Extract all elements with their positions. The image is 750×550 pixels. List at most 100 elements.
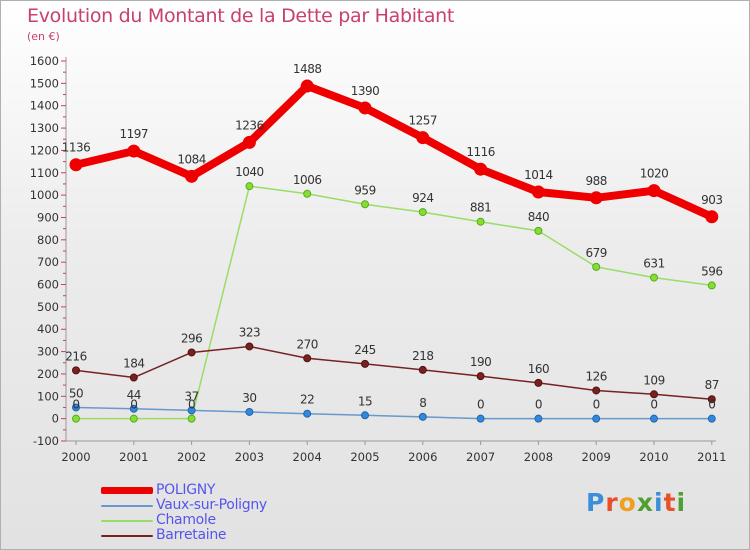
legend-label-vaux-sur-poligny: Vaux-sur-Poligny [156, 497, 267, 513]
data-point-chamole [303, 189, 312, 198]
series-line-barretaine [75, 345, 713, 400]
data-point-chamole [534, 226, 543, 235]
x-tick-label: 2000 [61, 450, 90, 464]
y-tick-label: 400 [37, 322, 59, 336]
data-point-poligny [531, 185, 545, 199]
data-point-poligny [647, 184, 661, 198]
data-point-barretaine [592, 386, 601, 395]
data-point-poligny [358, 101, 372, 115]
data-point-chamole [245, 182, 254, 191]
y-tick-label: 600 [37, 278, 59, 292]
data-label-poligny: 1020 [640, 167, 669, 181]
data-label-vaux-sur-poligny: 0 [708, 398, 715, 412]
data-label-vaux-sur-poligny: 0 [650, 398, 657, 412]
data-point-poligny [127, 144, 141, 158]
data-point-barretaine [650, 390, 658, 399]
data-label-poligny: 1136 [62, 141, 91, 155]
legend-label-barretaine: Barretaine [156, 527, 227, 543]
data-label-vaux-sur-poligny: 15 [358, 394, 372, 408]
y-tick-label: 1000 [30, 188, 59, 202]
series-lines [72, 82, 716, 420]
legend-item-barretaine: Barretaine [101, 528, 321, 543]
data-point-poligny [185, 169, 199, 183]
data-point-vaux-sur-poligny [418, 412, 427, 421]
data-point-barretaine [129, 373, 138, 382]
y-tick-label: 900 [37, 210, 59, 224]
data-point-vaux-sur-poligny [650, 414, 658, 423]
data-label-barretaine: 323 [239, 325, 260, 339]
data-label-barretaine: 190 [470, 355, 491, 369]
logo-letter: i [654, 488, 664, 517]
data-point-vaux-sur-poligny [476, 414, 485, 423]
proxiti-logo: Proxiti [586, 488, 686, 517]
x-tick-label: 2010 [639, 450, 668, 464]
y-tick-label: 1600 [30, 54, 59, 68]
legend-item-chamole: Chamole [101, 513, 321, 528]
data-point-barretaine [534, 378, 543, 387]
y-tick-label: 1100 [30, 166, 59, 180]
series-line-poligny [72, 82, 716, 221]
data-label-vaux-sur-poligny: 0 [477, 398, 484, 412]
data-label-vaux-sur-poligny: 30 [242, 391, 256, 405]
y-tick-label: 1400 [30, 99, 59, 113]
legend-label-chamole: Chamole [156, 512, 216, 528]
data-point-vaux-sur-poligny [361, 411, 369, 420]
data-label-vaux-sur-poligny: 44 [127, 388, 141, 402]
data-point-poligny [589, 191, 603, 205]
data-label-barretaine: 126 [585, 369, 606, 383]
x-tick-label: 2007 [466, 450, 495, 464]
data-point-vaux-sur-poligny [72, 403, 80, 412]
logo-letter: o [618, 488, 637, 517]
data-point-poligny [474, 162, 488, 176]
legend-label-poligny: POLIGNY [156, 482, 216, 498]
data-label-barretaine: 184 [123, 357, 144, 371]
chart-legend: POLIGNY Vaux-sur-Poligny Chamole Barreta… [101, 483, 321, 543]
series-points [69, 79, 719, 423]
data-label-barretaine: 160 [528, 362, 549, 376]
data-point-barretaine [303, 354, 312, 363]
data-label-chamole: 596 [701, 264, 722, 278]
data-label-barretaine: 296 [181, 331, 202, 345]
data-label-barretaine: 87 [705, 378, 719, 392]
x-tick-label: 2006 [408, 450, 437, 464]
series-line-chamole [75, 185, 713, 420]
x-tick-label: 2001 [119, 450, 148, 464]
data-label-chamole: 959 [354, 183, 375, 197]
x-tick-label: 2004 [293, 450, 322, 464]
data-point-chamole [592, 262, 601, 271]
data-point-vaux-sur-poligny [707, 414, 716, 423]
data-label-barretaine: 270 [296, 337, 317, 351]
data-label-barretaine: 245 [354, 343, 375, 357]
data-point-barretaine [707, 395, 716, 404]
data-point-vaux-sur-poligny [187, 406, 196, 415]
data-label-chamole: 0 [188, 398, 195, 412]
data-label-chamole: 679 [585, 246, 606, 260]
data-label-poligny: 1390 [351, 84, 380, 98]
x-tick-label: 2005 [350, 450, 379, 464]
data-point-chamole [361, 200, 369, 209]
chart-axes: -100010020030040050060070080090010001100… [30, 54, 727, 464]
data-label-vaux-sur-poligny: 8 [419, 396, 426, 410]
data-point-poligny [300, 79, 314, 93]
data-label-vaux-sur-poligny: 37 [184, 389, 198, 403]
data-label-vaux-sur-poligny: 22 [300, 393, 314, 407]
x-tick-label: 2008 [524, 450, 553, 464]
data-point-vaux-sur-poligny [245, 407, 254, 416]
data-label-poligny: 1084 [177, 152, 206, 166]
data-point-chamole [650, 273, 658, 282]
data-label-chamole: 840 [528, 210, 549, 224]
data-label-chamole: 631 [643, 257, 664, 271]
y-tick-label: 1200 [30, 143, 59, 157]
y-tick-label: 200 [37, 367, 59, 381]
data-label-barretaine: 218 [412, 349, 433, 363]
data-point-vaux-sur-poligny [303, 409, 312, 418]
y-tick-label: 700 [37, 255, 59, 269]
x-tick-label: 2009 [582, 450, 611, 464]
data-label-poligny: 903 [701, 193, 722, 207]
data-point-vaux-sur-poligny [592, 414, 601, 423]
legend-swatch-barretaine [101, 535, 153, 537]
data-label-poligny: 1116 [466, 145, 495, 159]
y-tick-label: 1300 [30, 121, 59, 135]
data-label-vaux-sur-poligny: 50 [69, 386, 83, 400]
